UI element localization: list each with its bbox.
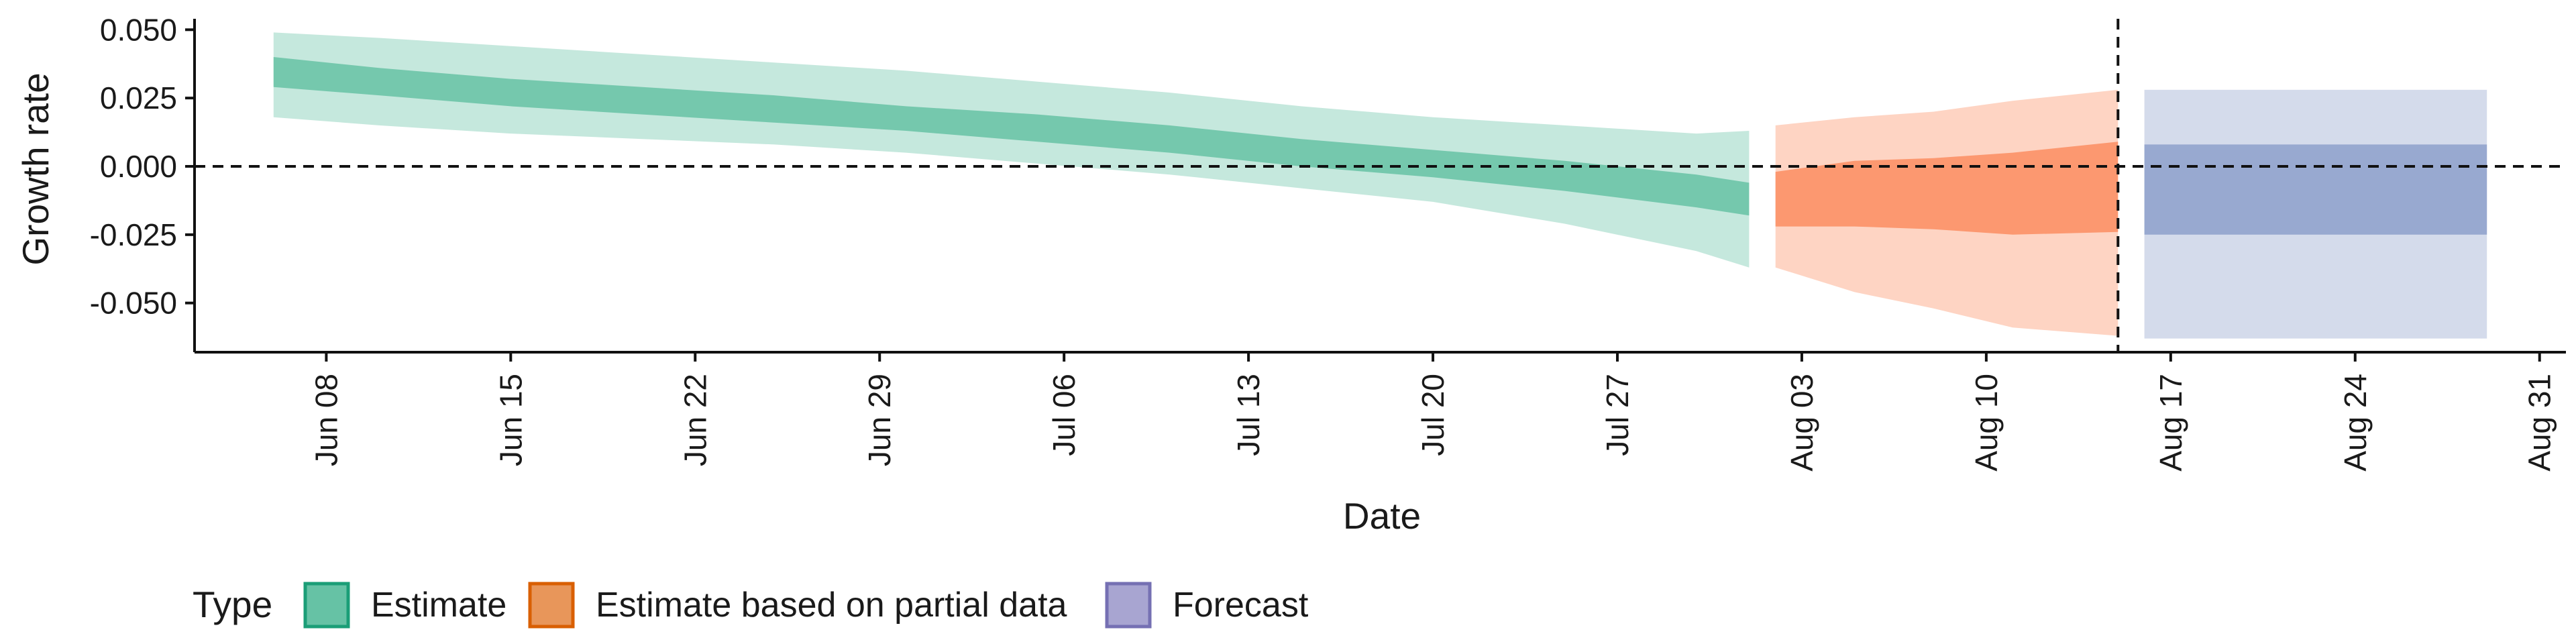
y-tick-label: -0.050 [90, 286, 177, 321]
legend-swatch [1105, 582, 1152, 629]
forecast-inner-band [2144, 144, 2487, 235]
y-axis-title: Growth rate [15, 72, 56, 265]
x-tick-label: Aug 10 [1969, 374, 2004, 472]
x-tick-label: Jun 15 [493, 374, 528, 466]
x-tick-label: Jul 27 [1600, 374, 1635, 456]
series-bands [273, 32, 2487, 339]
estimate-outer-band [273, 32, 1750, 268]
x-tick-label: Jun 08 [309, 374, 343, 466]
x-tick-label: Jul 06 [1046, 374, 1081, 456]
legend-swatch [528, 582, 575, 629]
y-tick-label: 0.000 [100, 149, 177, 184]
legend: Type Estimate Estimate based on partial d… [193, 582, 1309, 629]
x-tick-label: Aug 31 [2522, 374, 2557, 472]
y-tick-label: -0.025 [90, 217, 177, 252]
x-tick-label: Aug 17 [2153, 374, 2188, 472]
x-tick-label: Aug 24 [2338, 374, 2373, 472]
x-tick-label: Jul 13 [1231, 374, 1266, 456]
x-tick-label: Jul 20 [1415, 374, 1450, 456]
x-axis-title: Date [1343, 495, 1421, 537]
x-tick-label: Aug 03 [1784, 374, 1819, 472]
axes: 0.050 0.025 0.000 -0.025 -0.050 Jun 08 Jun 15 J… [90, 12, 2566, 472]
legend-title: Type [193, 584, 272, 625]
legend-label: Estimate [371, 586, 506, 625]
x-tick-label: Jun 22 [678, 374, 712, 466]
legend-label: Forecast [1173, 586, 1309, 625]
legend-label: Estimate based on partial data [596, 586, 1067, 625]
reference-lines [195, 19, 2566, 352]
y-tick-label: 0.050 [100, 12, 177, 47]
x-tick-label: Jun 29 [862, 374, 897, 466]
y-tick-label: 0.025 [100, 80, 177, 115]
legend-swatch [303, 582, 350, 629]
estimate-inner-band [273, 57, 1750, 216]
estimate-based-on-partial-data-inner-band [1775, 142, 2118, 235]
